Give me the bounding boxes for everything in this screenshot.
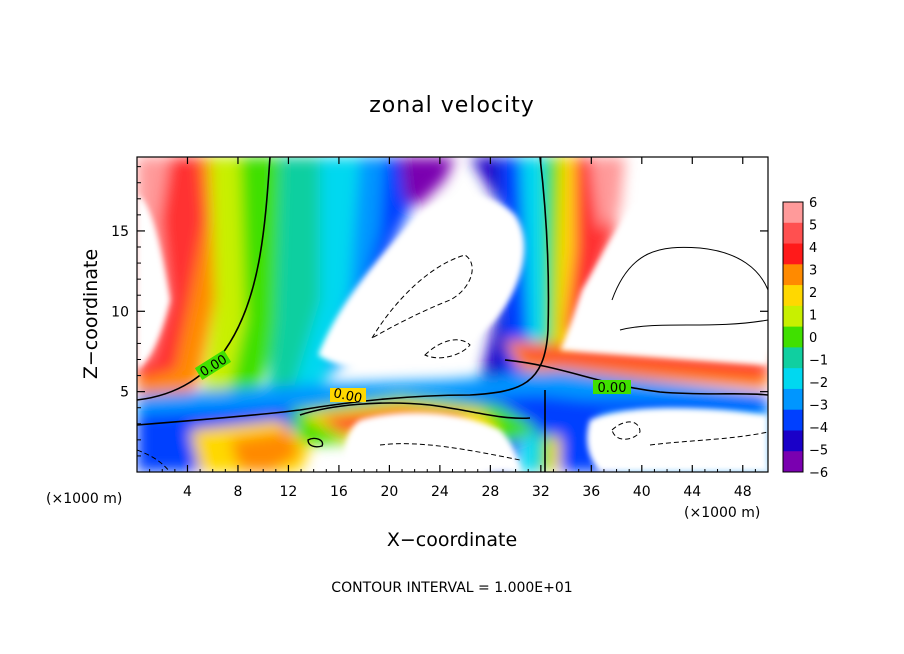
x-axis-unit-right: (×1000 m): [684, 505, 760, 521]
x-tick-label: 4: [183, 484, 192, 500]
x-axis-label: X−coordinate: [387, 529, 517, 551]
x-tick-label: 24: [431, 484, 449, 500]
colorbar-swatch: [783, 430, 803, 452]
colorbar-label: −2: [809, 376, 828, 391]
colorbar-frame: [782, 201, 804, 473]
colorbar-label: 4: [809, 241, 817, 256]
chart-title: zonal velocity: [369, 93, 535, 118]
colorbar-swatch: [783, 222, 803, 245]
colorbar-swatch: [783, 451, 803, 473]
colorbar-label: −5: [809, 444, 828, 459]
y-tick-label: 10: [111, 304, 129, 320]
colorbar-swatch: [783, 326, 803, 348]
colorbar-label: −3: [809, 399, 828, 414]
colorbar-swatch: [783, 243, 803, 265]
colorbar-swatch: [783, 285, 803, 307]
x-tick-label: 8: [233, 484, 242, 500]
colorbar-swatch: [783, 368, 803, 390]
x-tick-label: 40: [633, 484, 651, 500]
colorbar-swatch: [783, 202, 803, 224]
colorbar-swatch: [783, 264, 803, 286]
colorbar-label: 2: [809, 286, 817, 301]
x-tick-label: 48: [734, 484, 752, 500]
x-tick-label: 12: [280, 484, 298, 500]
colorbar-label: −4: [809, 421, 828, 436]
contour-interval-note: CONTOUR INTERVAL = 1.000E+01: [331, 580, 572, 596]
colorbar-swatch: [783, 388, 803, 411]
contour-label: 0.00: [332, 386, 363, 407]
x-tick-label: 44: [683, 484, 701, 500]
x-tick-label: 36: [582, 484, 600, 500]
contour-labels: 0.00 0.00 0.00: [194, 350, 631, 407]
y-tick-label: 15: [111, 224, 129, 240]
colorbar-swatch: [783, 347, 803, 369]
colorbar-label: 6: [809, 196, 817, 211]
colorbar-label: −6: [809, 466, 828, 481]
y-tick-label: 5: [120, 385, 129, 401]
colorbar-label: −1: [809, 354, 828, 369]
y-axis-label: Z−coordinate: [80, 249, 102, 379]
x-axis-unit-left: (×1000 m): [46, 491, 122, 507]
x-tick-label: 28: [481, 484, 499, 500]
x-tick-label: 32: [532, 484, 550, 500]
contour-field: [137, 157, 768, 472]
x-tick-label: 16: [330, 484, 348, 500]
colorbar-swatch: [783, 409, 803, 431]
colorbar-label: 5: [809, 219, 817, 234]
x-tick-label: 20: [380, 484, 398, 500]
colorbar-label: 1: [809, 309, 817, 324]
colorbar-swatch: [783, 305, 803, 328]
colorbar: 6 5 4 3 2 1 0 −1 −2 −3 −4 −5 −6: [782, 196, 828, 481]
contour-label: 0.00: [598, 381, 627, 396]
colorbar-label: 0: [809, 331, 817, 346]
colorbar-label: 3: [809, 264, 817, 279]
